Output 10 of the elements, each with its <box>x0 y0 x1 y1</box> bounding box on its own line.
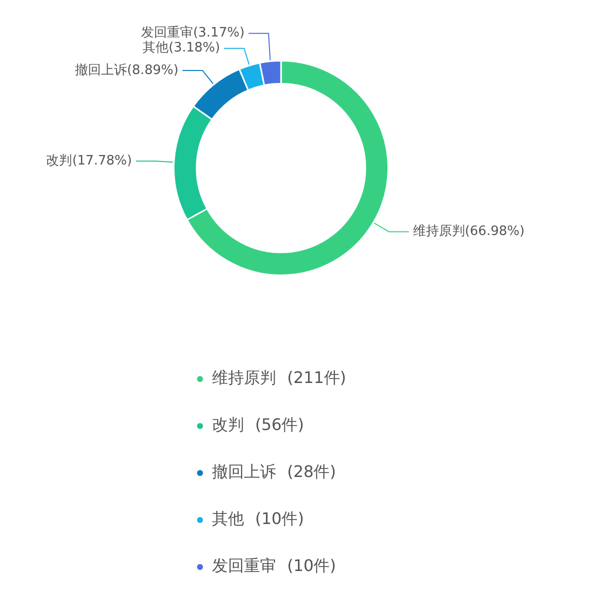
data-label: 维持原判(66.98%) <box>412 224 525 240</box>
legend-label: 撤回上诉 (28件) <box>212 462 336 483</box>
legend-label: 改判 (56件) <box>212 415 304 436</box>
data-label: 其他(3.18%) <box>142 40 220 56</box>
legend-label: 维持原判 (211件) <box>212 368 346 389</box>
data-label: 改判(17.78%) <box>46 154 132 169</box>
data-label: 发回重审(3.17%) <box>141 24 245 41</box>
legend-label: 发回重审 (10件) <box>212 556 336 577</box>
data-label: 撤回上诉(8.89%) <box>74 62 178 78</box>
legend-label: 其他 (10件) <box>212 509 304 530</box>
